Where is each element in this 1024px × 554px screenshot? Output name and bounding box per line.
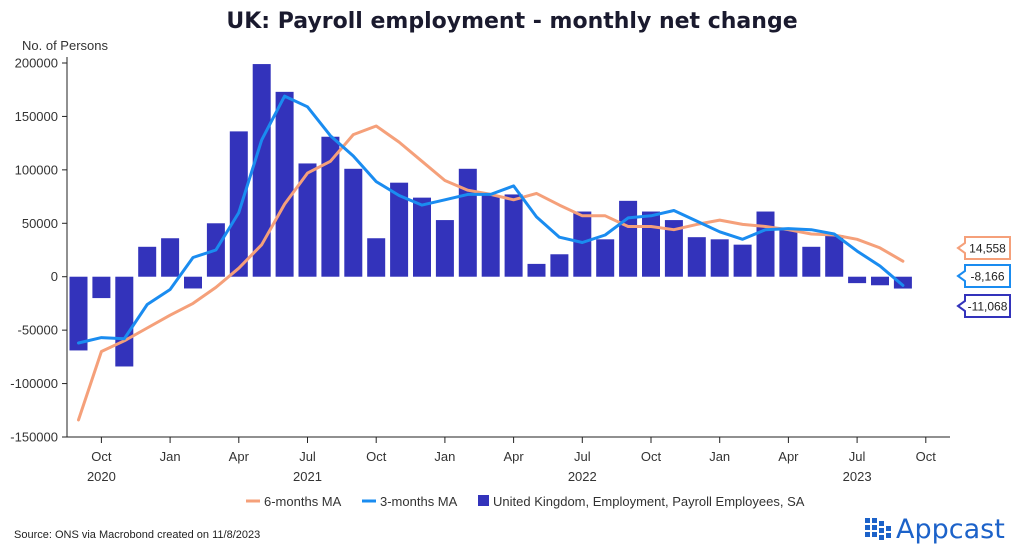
logo-dot — [886, 526, 891, 531]
source-note: Source: ONS via Macrobond created on 11/… — [14, 529, 260, 541]
bar — [756, 211, 775, 277]
logo-dot — [879, 521, 884, 526]
y-axis-label: No. of Persons — [22, 38, 108, 53]
legend-label: 6-months MA — [264, 494, 342, 509]
x-year-label: 2021 — [293, 469, 322, 484]
bar — [687, 237, 706, 277]
logo-dot — [872, 525, 877, 530]
bar — [596, 239, 615, 277]
bar — [138, 246, 157, 277]
bar — [92, 276, 111, 299]
end-value-tag — [956, 264, 1011, 288]
bar — [619, 200, 638, 277]
logo-dot — [865, 525, 870, 530]
legend-label: United Kingdom, Employment, Payroll Empl… — [493, 494, 805, 509]
bar — [275, 91, 294, 277]
x-tick-label: Oct — [91, 449, 112, 464]
logo-dot — [886, 533, 891, 538]
x-year-label: 2020 — [87, 469, 116, 484]
bar — [481, 195, 500, 277]
bar — [527, 263, 546, 277]
bar — [733, 244, 752, 277]
y-tick-label: -50000 — [18, 323, 58, 338]
bar — [184, 276, 202, 289]
legend-swatch — [478, 495, 489, 506]
x-tick-label: Jan — [434, 449, 455, 464]
logo-dot — [879, 535, 884, 540]
chart-title: UK: Payroll employment - monthly net cha… — [226, 9, 797, 34]
y-tick-label: 50000 — [22, 216, 58, 231]
bar — [115, 276, 134, 367]
x-tick-label: Apr — [778, 449, 799, 464]
plot-area: 200000 150000 100000 50000 0 -50000 -100000 -15… — [10, 56, 1011, 484]
appcast-logo-icon — [865, 518, 891, 540]
bar — [710, 239, 729, 277]
x-tick-label: Jul — [849, 449, 866, 464]
bar — [367, 238, 386, 277]
logo-dot — [879, 528, 884, 533]
logo-dot — [872, 518, 877, 523]
bar — [802, 246, 821, 277]
logo-dot — [872, 532, 877, 537]
legend-label: 3-months MA — [380, 494, 458, 509]
bar — [664, 220, 683, 277]
y-tick-label: -150000 — [10, 430, 58, 445]
x-tick-label: Oct — [916, 449, 937, 464]
end-value-label: -11,068 — [968, 300, 1008, 314]
x-tick-label: Jul — [574, 449, 591, 464]
bar — [435, 220, 454, 277]
bar — [344, 168, 363, 277]
x-tick-label: Jul — [299, 449, 316, 464]
bar — [298, 163, 317, 277]
logo-dot — [865, 532, 870, 537]
bar — [779, 228, 798, 277]
series-line — [77, 94, 905, 345]
x-tick-label: Jan — [160, 449, 181, 464]
bar — [848, 276, 867, 284]
y-tick-label: 100000 — [15, 162, 58, 177]
bar — [504, 194, 523, 277]
bar — [825, 235, 844, 277]
bar — [871, 276, 889, 286]
x-tick-label: Apr — [229, 449, 250, 464]
x-tick-label: Apr — [503, 449, 524, 464]
bar — [642, 211, 660, 277]
end-value-tag — [956, 236, 1011, 260]
x-tick-label: Jan — [709, 449, 730, 464]
end-value-tag — [956, 294, 1011, 318]
x-year-label: 2022 — [568, 469, 597, 484]
y-tick-label: 150000 — [15, 109, 58, 124]
brand-name: Appcast — [896, 514, 1005, 545]
end-value-label: -8,166 — [970, 270, 1004, 284]
y-tick-label: 0 — [51, 269, 58, 284]
logo-dot — [865, 518, 870, 523]
bar — [390, 182, 409, 277]
bar — [458, 168, 477, 277]
bar — [550, 254, 569, 277]
appcast-logo: Appcast — [865, 514, 1005, 545]
x-year-label: 2023 — [843, 469, 872, 484]
x-tick-label: Oct — [366, 449, 387, 464]
bar — [321, 136, 340, 277]
end-value-label: 14,558 — [969, 242, 1006, 256]
y-tick-label: 200000 — [15, 56, 58, 71]
bar — [893, 276, 912, 289]
x-tick-label: Oct — [641, 449, 662, 464]
bar — [252, 64, 271, 277]
y-tick-label: -100000 — [10, 376, 58, 391]
bar — [573, 211, 592, 277]
bar — [69, 276, 88, 351]
bar — [161, 238, 180, 277]
bar — [413, 197, 431, 277]
bar — [229, 131, 248, 277]
legend: 6-months MA 3-months MA United Kingdom, Em… — [246, 494, 805, 509]
